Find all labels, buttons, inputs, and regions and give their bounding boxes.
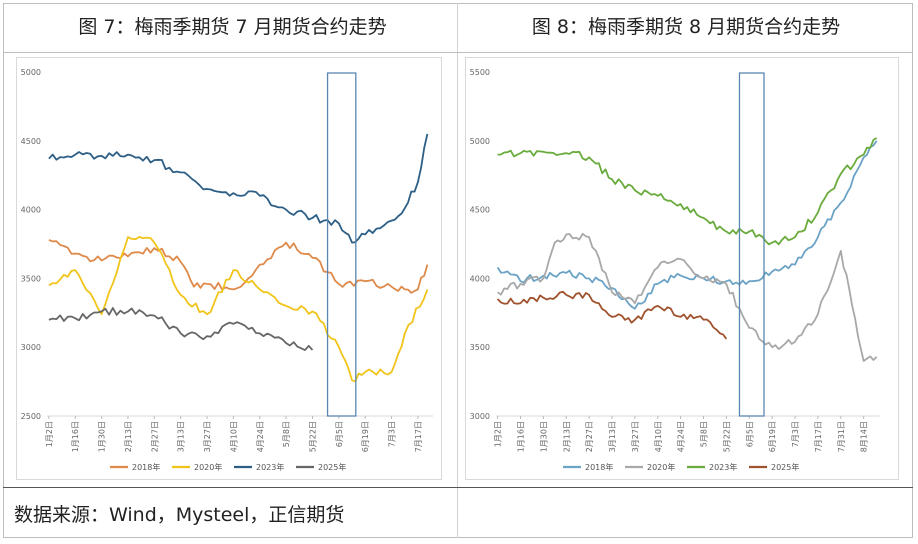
- x-tick-label: 3月27日: [203, 421, 212, 452]
- x-tick-label: 1月16日: [517, 421, 526, 452]
- y-tick-label-3500: 3500: [21, 274, 41, 283]
- x-tick-label: 6月19日: [768, 421, 777, 452]
- x-tick-label: 6月5日: [745, 421, 754, 447]
- x-tick-label: 7月31日: [837, 421, 846, 452]
- x-tick-label: 4月24日: [256, 421, 265, 452]
- x-tick-label: 2月27日: [585, 421, 594, 452]
- series-line-2018: [48, 239, 429, 294]
- x-tick-label: 5月8日: [282, 421, 291, 447]
- series-line-2025: [496, 290, 728, 340]
- x-tick-label: 1月30日: [539, 421, 548, 452]
- x-tick-label: 7月17日: [814, 421, 823, 452]
- column-divider: [457, 3, 458, 538]
- x-tick-label: 2月13日: [562, 421, 571, 452]
- y-tick-label-2500: 2500: [21, 412, 41, 421]
- legend-label-2018: 2018年: [585, 462, 613, 472]
- x-tick-label: 5月22日: [308, 421, 317, 452]
- x-tick-label: 6月19日: [361, 421, 370, 452]
- y-tick-label-3000: 3000: [21, 343, 41, 352]
- legend-label-2025: 2025年: [771, 462, 799, 472]
- x-tick-label: 7月17日: [414, 421, 423, 452]
- x-tick-label: 4月10日: [654, 421, 663, 452]
- legend-label-2020: 2020年: [194, 462, 222, 472]
- data-source-note: 数据来源：Wind，Mysteel，正信期货: [14, 504, 345, 526]
- x-tick-label: 2月27日: [150, 421, 159, 452]
- legend-label-2018: 2018年: [132, 462, 160, 472]
- y-tick-label-3500: 3500: [470, 343, 490, 352]
- y-tick-label-4500: 4500: [21, 137, 41, 146]
- figure-8-plot: 3000 3500 4000 4500 5000 5500 1月2日 1月16日 1月30日 2月…: [470, 68, 880, 472]
- x-tick-label: 1月2日: [494, 421, 503, 447]
- highlight-window-box: [738, 72, 765, 417]
- legend-label-2023: 2023年: [709, 462, 737, 472]
- x-tick-label: 5月8日: [700, 421, 709, 447]
- y-tick-label-5500: 5500: [470, 68, 490, 77]
- y-tick-label-3000: 3000: [470, 412, 490, 421]
- legend-label-2023: 2023年: [256, 462, 284, 472]
- x-tick-label: 1月2日: [45, 421, 54, 447]
- x-tick-label: 5月22日: [722, 421, 731, 452]
- highlight-window-box: [326, 72, 357, 417]
- figure-7-title: 图 7：梅雨季期货 7 月期货合约走势: [78, 16, 387, 38]
- series-line-2023: [497, 137, 878, 246]
- x-tick-label: 4月24日: [677, 421, 686, 452]
- x-tick-label: 4月10日: [229, 421, 238, 452]
- x-tick-label: 7月3日: [791, 421, 800, 447]
- x-tick-label: 3月27日: [631, 421, 640, 452]
- x-tick-label: 1月30日: [98, 421, 107, 452]
- legend-label-2025: 2025年: [318, 462, 346, 472]
- source-divider: [3, 487, 913, 488]
- y-tick-label-4000: 4000: [21, 206, 41, 215]
- y-tick-label-4000: 4000: [470, 274, 490, 283]
- x-tick-label: 3月13日: [608, 421, 617, 452]
- figure-7-chart: 2500 3000 3500 4000 4500 5000 1月2日 1月16日 1月30日 2月…: [16, 57, 442, 480]
- figure-8-title: 图 8：梅雨季期货 8 月期货合约走势: [531, 16, 841, 38]
- series-line-2023: [48, 133, 429, 244]
- series-line-2018: [496, 140, 878, 310]
- figure-8-chart: 3000 3500 4000 4500 5000 5500 1月2日 1月16日 1月30日 2月…: [465, 57, 899, 480]
- x-tick-label: 3月13日: [177, 421, 186, 452]
- x-tick-label: 6月5日: [335, 421, 344, 447]
- series-line-2020: [497, 232, 878, 362]
- x-tick-label: 7月3日: [388, 421, 397, 447]
- figure-7-plot: 2500 3000 3500 4000 4500 5000 1月2日 1月16日 1月30日 2月…: [21, 68, 433, 472]
- x-tick-label: 2月13日: [124, 421, 133, 452]
- figure-frame: [3, 3, 913, 538]
- x-tick-label: 8月14日: [860, 421, 869, 452]
- y-tick-label-5000: 5000: [21, 68, 41, 77]
- y-tick-label-4500: 4500: [470, 206, 490, 215]
- title-divider: [3, 52, 913, 53]
- y-tick-label-5000: 5000: [470, 137, 490, 146]
- series-line-2025: [48, 307, 314, 351]
- legend-label-2020: 2020年: [647, 462, 675, 472]
- x-tick-label: 1月16日: [71, 421, 80, 452]
- series-line-2020: [48, 236, 429, 383]
